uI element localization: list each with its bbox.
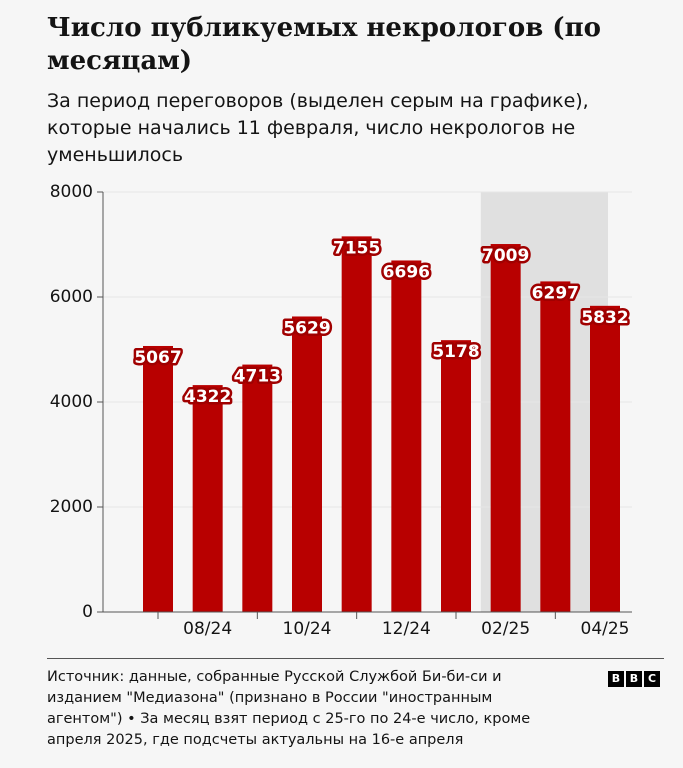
bar xyxy=(143,345,173,612)
y-tick-label: 4000 xyxy=(50,392,93,412)
logo: B B C xyxy=(608,671,660,687)
data-label: 7009 xyxy=(482,246,529,266)
y-tick-label: 2000 xyxy=(50,497,93,517)
bar xyxy=(391,260,422,612)
chart-title: Число публикуемых некрологов (по месяцам… xyxy=(47,13,601,76)
bar xyxy=(242,364,273,612)
source-note: Источник: данные, собранные Русской Служ… xyxy=(47,669,531,748)
data-label: 4713 xyxy=(234,367,281,387)
data-label: 5629 xyxy=(283,318,330,338)
bar xyxy=(341,236,372,613)
x-tick-label: 08/24 xyxy=(183,619,232,639)
y-tick-label: 6000 xyxy=(50,287,93,307)
footer: Источник: данные, собранные Русской Служ… xyxy=(47,658,664,748)
chart-subtitle: За период переговоров (выделен серым на … xyxy=(47,90,589,166)
x-tick-label: 04/25 xyxy=(581,619,630,639)
logo-letter: C xyxy=(644,671,660,687)
logo-letter: B xyxy=(626,671,642,687)
x-tick-label: 02/25 xyxy=(481,619,530,639)
data-label: 4322 xyxy=(184,387,231,407)
bar xyxy=(292,316,322,612)
x-tick-label: 10/24 xyxy=(283,619,332,639)
bar xyxy=(590,305,620,612)
y-tick-label: 0 xyxy=(82,602,93,622)
data-label: 6696 xyxy=(383,262,430,282)
bar xyxy=(490,244,521,612)
y-tick-label: 8000 xyxy=(50,182,93,202)
data-label: 5178 xyxy=(432,342,479,362)
data-label: 7155 xyxy=(333,238,380,258)
bar xyxy=(192,385,223,612)
bar xyxy=(540,281,571,612)
data-label: 5832 xyxy=(581,308,628,328)
logo-letter: B xyxy=(608,671,624,687)
bar xyxy=(441,340,471,612)
data-label: 6297 xyxy=(532,283,579,303)
x-tick-label: 12/24 xyxy=(382,619,431,639)
data-label: 5067 xyxy=(134,348,181,368)
